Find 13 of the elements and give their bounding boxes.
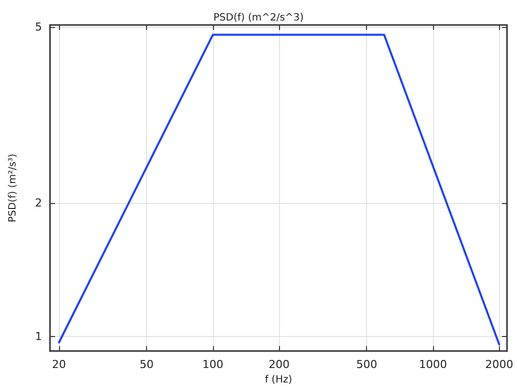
y-axis-title: PSD(f) (m²/s³) bbox=[8, 154, 18, 222]
x-tick-label: 50 bbox=[140, 358, 154, 372]
x-tick-label: 200 bbox=[268, 358, 290, 372]
x-tick-label: 1000 bbox=[418, 358, 447, 372]
x-tick-label: 2000 bbox=[485, 358, 514, 372]
y-tick-label: 5 bbox=[35, 20, 42, 34]
chart-title: PSD(f) (m^2/s^3) bbox=[213, 12, 304, 24]
y-tick-label: 2 bbox=[35, 196, 42, 210]
x-axis-title: f (Hz) bbox=[264, 374, 292, 386]
x-tick-label: 100 bbox=[202, 358, 224, 372]
y-tick-label: 1 bbox=[35, 330, 42, 344]
x-tick-label: 20 bbox=[52, 358, 66, 372]
x-tick-label: 500 bbox=[356, 358, 378, 372]
